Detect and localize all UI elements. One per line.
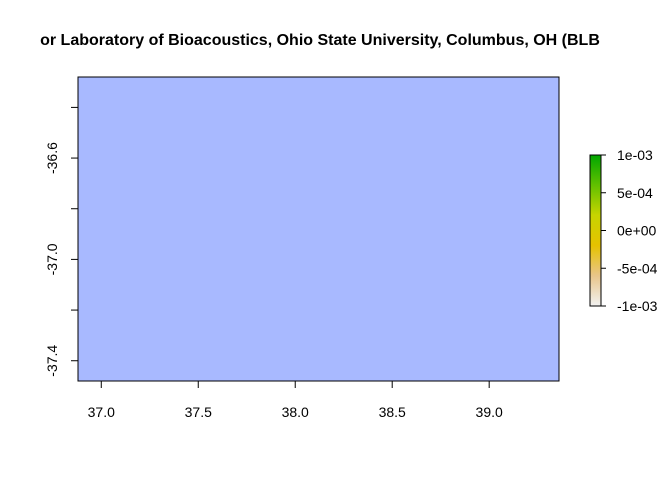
legend-label: 0e+00: [617, 223, 657, 239]
y-tick-label: -37.0: [44, 243, 60, 275]
legend-color-bar: [589, 154, 602, 307]
color-legend: 1e-03 5e-04 0e+00 -5e-04 -1e-03: [589, 147, 658, 314]
legend-label: -5e-04: [617, 260, 658, 276]
x-tick-label: 38.5: [379, 404, 406, 420]
legend-label: -1e-03: [617, 298, 658, 314]
chart-title: or Laboratory of Bioacoustics, Ohio Stat…: [40, 32, 600, 49]
y-tick-label: -37.4: [44, 345, 60, 377]
y-tick-label: -36.6: [44, 142, 60, 174]
raster-area: [78, 77, 559, 381]
y-axis: -36.6 -37.0 -37.4: [44, 106, 78, 377]
x-tick-label: 38.0: [282, 404, 309, 420]
x-tick-label: 37.0: [88, 404, 115, 420]
plot-frame: [77, 76, 560, 382]
x-tick-label: 37.5: [185, 404, 212, 420]
legend-label: 1e-03: [617, 147, 653, 163]
x-tick-label: 39.0: [476, 404, 503, 420]
x-axis: 37.0 37.5 38.0 38.5 39.0: [88, 381, 503, 420]
legend-label: 5e-04: [617, 185, 653, 201]
